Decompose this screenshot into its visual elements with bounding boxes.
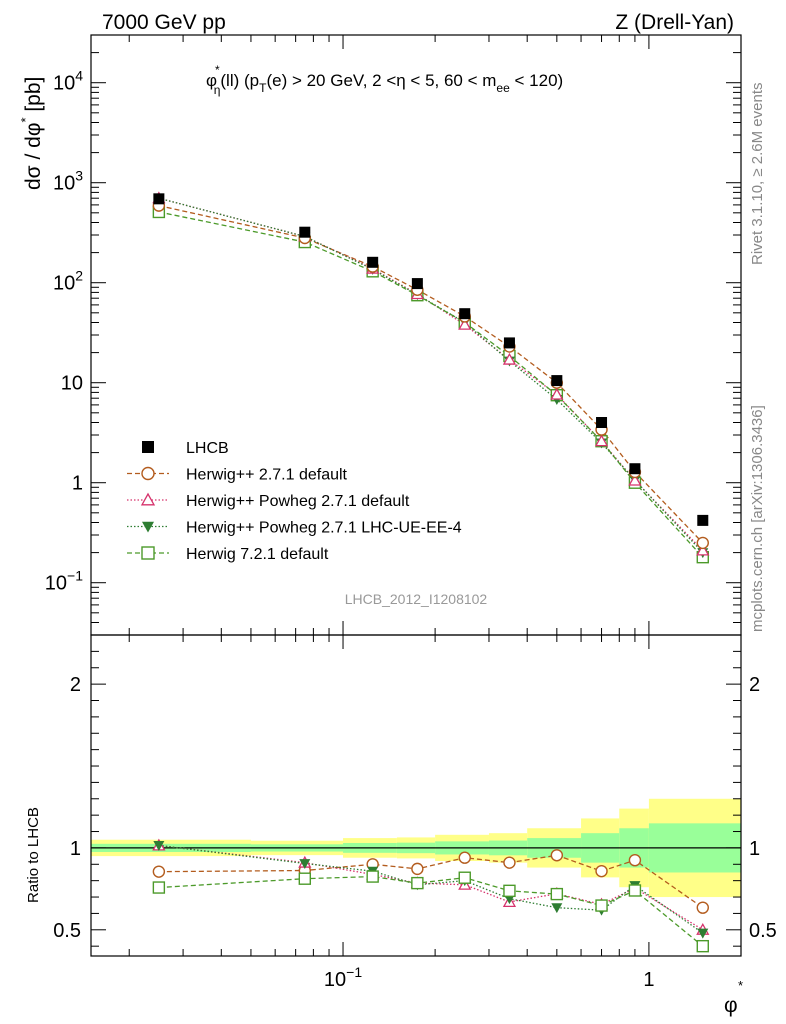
ratio-point xyxy=(595,899,608,912)
side-label-mcplots: mcplots.cern.ch [arXiv:1306.3436] xyxy=(749,405,766,632)
x-axis-label-star: * xyxy=(738,978,743,993)
ratio-point xyxy=(550,849,564,862)
x-tick-label: 10−1 xyxy=(324,964,362,991)
legend-label: Herwig++ Powheg 2.7.1 LHC-UE-EE-4 xyxy=(186,520,462,537)
ratio-series-line xyxy=(158,854,704,909)
ratio-ylabel: Ratio to LHCB xyxy=(25,807,42,903)
y-tick-label: 104 xyxy=(53,68,83,95)
legend-label: LHCB xyxy=(186,440,229,457)
y-tick-label: 10−1 xyxy=(45,568,83,595)
ratio-point xyxy=(696,901,709,914)
ratio-point xyxy=(152,881,166,894)
ratio-point xyxy=(458,851,471,864)
ratio-point xyxy=(628,884,642,897)
ratio-frame xyxy=(90,634,742,957)
ratio-plot: 10−1 1 0.5 0.5 1 1 2 2 xyxy=(53,634,777,991)
ratio-point xyxy=(550,887,564,901)
ratio-y-tick-label-right: 1 xyxy=(749,838,760,860)
ratio-point xyxy=(411,876,424,890)
ratio-point xyxy=(595,864,608,878)
data-point xyxy=(596,417,608,429)
legend-marker xyxy=(142,521,154,533)
data-point xyxy=(697,514,709,526)
data-point xyxy=(696,543,710,556)
data-point xyxy=(550,387,564,400)
ratio-series-line xyxy=(158,844,704,934)
data-point xyxy=(502,352,517,365)
ratio-series-line xyxy=(158,875,704,947)
y-tick-label: 10 xyxy=(61,373,83,395)
data-point xyxy=(594,434,609,447)
ratio-point xyxy=(696,939,709,953)
y-tick-label: 1 xyxy=(72,473,83,495)
y-tick-label: 103 xyxy=(53,168,83,195)
ratio-point xyxy=(551,903,563,914)
main-frame xyxy=(90,34,742,636)
ratio-series-line xyxy=(158,844,704,931)
x-tick-label: 1 xyxy=(643,969,654,991)
data-point xyxy=(153,193,165,205)
ratio-point xyxy=(298,872,312,885)
ratio-point xyxy=(697,928,709,939)
ratio-y-tick-label-right: 0.5 xyxy=(749,920,777,942)
legend-marker xyxy=(142,441,154,453)
data-point xyxy=(551,375,563,387)
legend-label: Herwig 7.2.1 default xyxy=(186,546,329,563)
series-line xyxy=(158,204,704,544)
data-point xyxy=(411,278,423,290)
legend-label: Herwig++ 2.7.1 default xyxy=(186,467,348,484)
legend: LHCB Herwig++ 2.7.1 default Herwig++ Powhe… xyxy=(127,440,462,563)
ratio-point xyxy=(152,865,166,878)
legend-marker xyxy=(140,492,156,506)
ratio-point xyxy=(628,853,642,867)
ratio-point xyxy=(503,884,516,898)
data-point xyxy=(628,473,642,486)
ratio-point xyxy=(503,856,516,869)
x-axis-label: φ xyxy=(724,994,738,1017)
header-right: Z (Drell-Yan) xyxy=(615,11,734,34)
main-title: φ* η(ll) (pT(e) > 20 GeV, 2 <η < 5, 60 < … xyxy=(206,63,563,97)
ratio-y-tick-label-right: 2 xyxy=(749,674,760,696)
data-point xyxy=(629,463,641,475)
legend-marker xyxy=(141,466,155,481)
ratio-y-tick-label: 2 xyxy=(70,674,81,696)
ratio-y-tick-label: 0.5 xyxy=(53,920,81,942)
ratio-point xyxy=(458,871,471,884)
ratio-point xyxy=(366,870,379,883)
side-label-rivet: Rivet 3.1.10, ≥ 2.6M events xyxy=(749,83,766,266)
ratio-point xyxy=(299,859,311,869)
legend-marker xyxy=(141,546,155,560)
main-plot: 10−1 1 10 102 103 104 xyxy=(45,34,742,956)
header-left: 7000 GeV pp xyxy=(102,11,226,34)
data-point xyxy=(299,226,311,238)
series-line xyxy=(158,211,704,558)
data-point xyxy=(503,337,515,349)
y-tick-label: 102 xyxy=(53,268,83,295)
ratio-point xyxy=(411,862,424,876)
ratio-y-tick-label: 1 xyxy=(70,838,81,860)
data-point xyxy=(696,536,709,550)
analysis-id: LHCB_2012_I1208102 xyxy=(345,591,488,607)
data-point xyxy=(367,256,379,268)
data-point xyxy=(459,308,471,320)
legend-label: Herwig++ Powheg 2.7.1 default xyxy=(186,493,410,510)
data-point xyxy=(458,317,472,330)
ratio-point xyxy=(153,841,165,851)
main-ylabel: dσ / dφ* [pb] xyxy=(18,77,45,190)
